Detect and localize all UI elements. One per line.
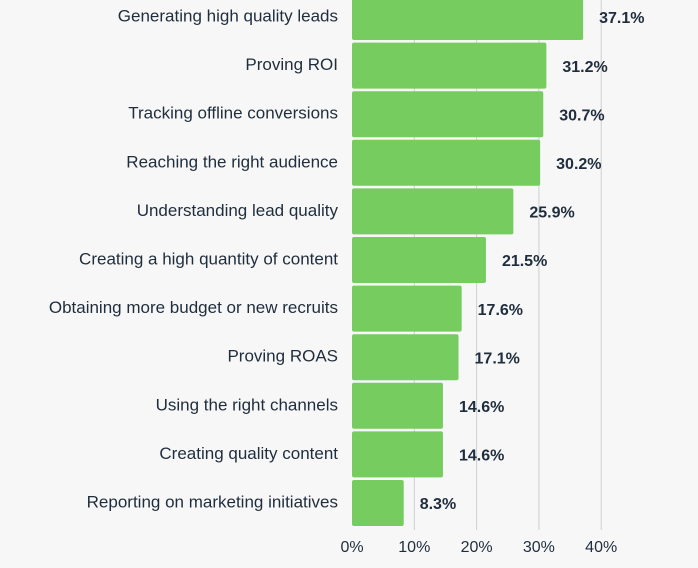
x-tick-label-40: 40% [585,539,617,556]
value-label-5: 21.5% [502,253,547,270]
category-label-4: Understanding lead quality [137,201,339,220]
category-label-6: Obtaining more budget or new recruits [49,298,338,317]
labels: Generating high quality leads 37.1% Provin… [49,6,645,513]
category-label-8: Using the right channels [156,395,338,414]
category-label-10: Reporting on marketing initiatives [87,492,338,511]
value-label-4: 25.9% [529,205,574,222]
bar-0 [352,0,584,40]
value-label-2: 30.7% [559,107,604,124]
value-label-10: 8.3% [420,496,456,513]
x-tick-label-20: 20% [461,539,493,556]
bar-3 [352,139,541,186]
value-label-9: 14.6% [459,448,504,465]
bar-7 [352,334,459,381]
category-label-9: Creating quality content [159,444,338,463]
category-label-5: Creating a high quantity of content [79,249,338,268]
value-label-7: 17.1% [475,350,520,367]
bar-6 [352,285,462,332]
category-label-0: Generating high quality leads [118,6,338,25]
x-tick-label-0: 0% [340,539,363,556]
x-axis-ticks: 0% 10% 20% 30% 40% [340,539,617,556]
value-label-6: 17.6% [478,302,523,319]
x-tick-label-10: 10% [398,539,430,556]
bar-10 [352,480,404,526]
bar-1 [352,42,547,89]
category-label-2: Tracking offline conversions [128,104,338,123]
bar-5 [352,237,486,283]
category-label-7: Proving ROAS [227,347,338,366]
value-label-1: 31.2% [562,59,607,76]
bar-8 [352,382,443,429]
value-label-8: 14.6% [459,399,504,416]
value-label-3: 30.2% [556,156,601,173]
value-label-0: 37.1% [599,10,644,27]
category-label-3: Reaching the right audience [126,152,338,171]
category-label-1: Proving ROI [245,55,338,74]
bar-4 [352,188,514,235]
bar-2 [352,91,544,138]
bars [352,0,584,526]
bar-9 [352,431,443,478]
x-tick-label-30: 30% [523,539,555,556]
